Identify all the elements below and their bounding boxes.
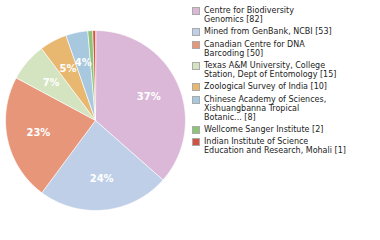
svg-text:37%: 37% [137,91,161,102]
html-text:Canadian Centre for DNA Barcod: Canadian Centre for DNA Barcoding [50] [204,39,305,58]
html-text:Centre for Biodiversity Genomi: Centre for Biodiversity Genomics [82] [204,6,294,25]
html-text:Mined from GenBank, NCBI [53]: Mined from GenBank, NCBI [53] [204,27,332,37]
svg-text:24%: 24% [90,173,114,184]
html-text:Indian Institute of Science Ed: Indian Institute of Science Education an… [204,137,346,156]
html-text:Wellcome Sanger Institute [2]: Wellcome Sanger Institute [2] [204,125,324,135]
html-text:Zoological Survey of India [10: Zoological Survey of India [10] [204,82,327,92]
html-text:Chinese Academy of Sciences, X: Chinese Academy of Sciences, Xishuangban… [204,94,327,122]
svg-text:23%: 23% [26,127,50,138]
svg-text:7%: 7% [43,77,60,88]
html-text:Texas A&M University, College: Texas A&M University, College Station, D… [204,60,337,80]
svg-text:4%: 4% [75,57,92,68]
svg-text:5%: 5% [59,63,77,75]
